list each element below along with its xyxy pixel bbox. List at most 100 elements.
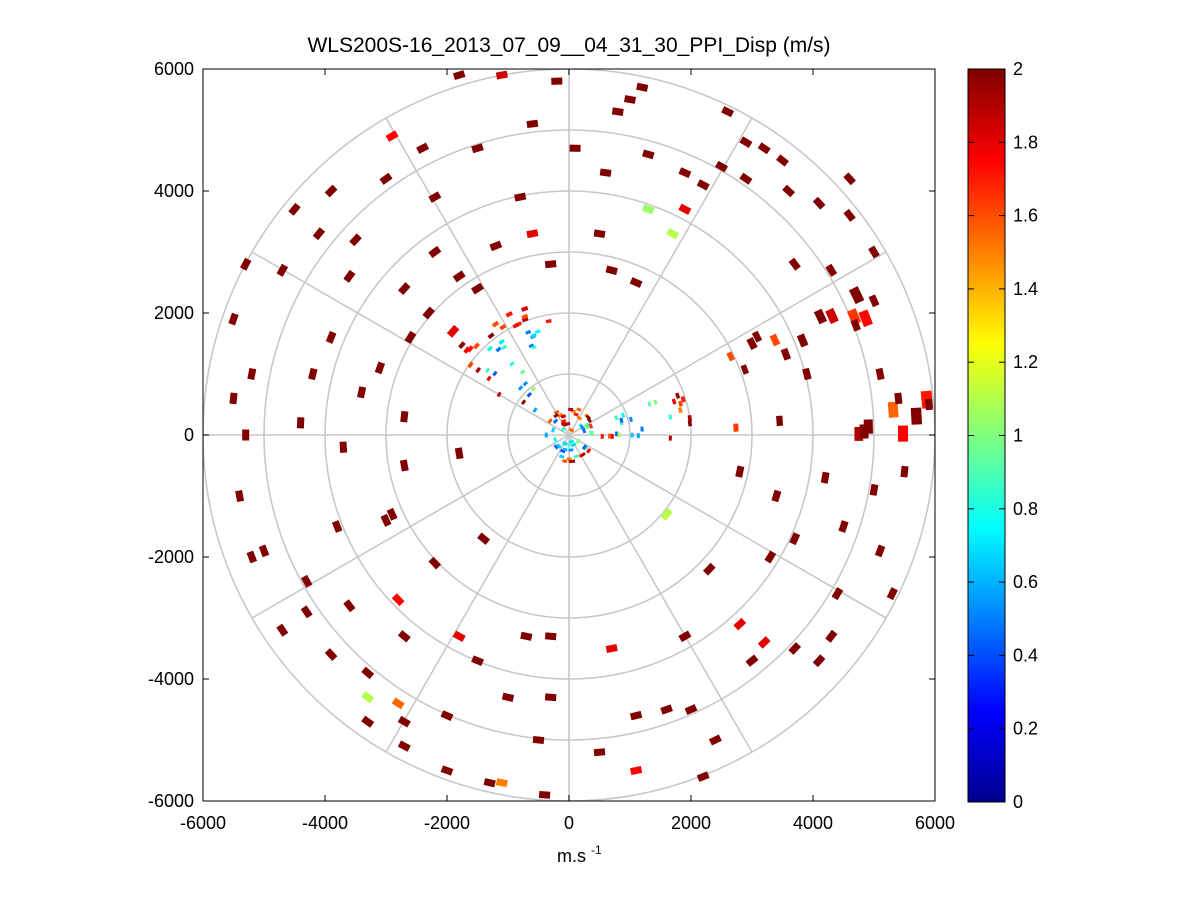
data-cell (675, 392, 681, 399)
data-cell (771, 489, 782, 503)
data-cell (343, 599, 356, 613)
data-cell (399, 459, 409, 472)
colorbar-tick-label: 1 (1013, 426, 1023, 446)
data-cell (678, 167, 692, 179)
polar-ring (324, 190, 814, 680)
data-cell (288, 202, 301, 216)
data-cell (668, 414, 673, 420)
data-cell (757, 142, 771, 155)
data-cell (780, 347, 792, 361)
data-cell (640, 426, 644, 432)
data-cell (614, 415, 619, 421)
data-cell (440, 710, 454, 722)
data-cell (897, 425, 909, 442)
data-cell (361, 666, 375, 680)
data-cell (530, 386, 537, 392)
data-cell (509, 361, 515, 367)
data-cell (825, 629, 838, 643)
data-cell (745, 654, 759, 667)
data-cell (825, 307, 839, 325)
colorbar (967, 68, 1006, 803)
data-cell (579, 424, 585, 430)
colorbar-tick-label: 0.8 (1013, 499, 1038, 519)
data-cell (696, 771, 710, 782)
data-cell (400, 410, 409, 423)
data-cell (379, 172, 393, 185)
data-cell (859, 424, 869, 439)
data-cell (300, 605, 313, 619)
x-tick-label: 0 (564, 813, 574, 833)
data-cell (475, 366, 482, 374)
data-cell (641, 204, 655, 215)
data-cell (446, 324, 460, 338)
data-cell (796, 333, 809, 348)
data-cell (769, 333, 781, 347)
data-cell (636, 433, 640, 439)
data-cell (454, 447, 464, 460)
data-cell (600, 433, 604, 439)
data-cell (229, 392, 238, 405)
data-cell (357, 386, 367, 399)
data-cell (525, 329, 532, 335)
data-cell (562, 459, 568, 463)
data-cell (746, 337, 758, 350)
data-cell (553, 444, 559, 450)
data-cell (380, 513, 392, 527)
x-tick-label: -2000 (424, 813, 470, 833)
data-cell (605, 643, 618, 654)
data-cell (247, 367, 257, 381)
data-cell (843, 208, 856, 222)
data-cell (825, 263, 838, 277)
data-cell (526, 119, 539, 129)
data-cell (440, 765, 454, 776)
data-cell (668, 435, 672, 441)
x-tick-label: 6000 (915, 813, 955, 833)
data-cell (900, 465, 909, 478)
data-cell (628, 416, 633, 423)
colorbar-tick-label: 1.6 (1013, 206, 1038, 226)
data-cell (782, 184, 796, 198)
data-cell (242, 429, 250, 441)
data-cell (532, 735, 545, 745)
data-cell (924, 398, 933, 411)
data-cell (520, 399, 527, 405)
data-cell (397, 740, 411, 752)
data-cell (721, 106, 735, 118)
data-cell (629, 277, 643, 288)
data-cell (726, 351, 736, 362)
data-cell (544, 693, 557, 702)
y-tick-label: 6000 (154, 59, 194, 79)
data-cell (562, 447, 568, 452)
data-cell (428, 556, 442, 570)
y-tick-label: 0 (184, 425, 194, 445)
data-cell (629, 710, 643, 721)
data-cell (875, 367, 885, 381)
data-cell (553, 409, 560, 415)
data-cell (714, 160, 729, 173)
data-cell (324, 184, 338, 198)
data-cell (687, 414, 693, 422)
data-cell (495, 778, 508, 788)
data-cell (398, 282, 411, 296)
colorbar-tick-label: 0.2 (1013, 719, 1038, 739)
data-cell (788, 642, 802, 655)
data-cell (526, 229, 539, 239)
data-cell (636, 82, 649, 92)
x-axis: -6000 -4000 -2000 0 2000 4000 6000 (180, 69, 955, 833)
data-cell (495, 346, 502, 353)
data-cell (593, 748, 606, 757)
data-cell (569, 144, 581, 152)
y-tick-label: 4000 (154, 181, 194, 201)
data-cell (472, 342, 481, 350)
data-cell (530, 333, 537, 338)
data-cell (495, 70, 508, 80)
data-cell (630, 765, 643, 776)
data-cell (789, 532, 801, 546)
colorbar-tick-label: 1.4 (1013, 279, 1038, 299)
data-cell (680, 396, 686, 403)
data-cell (684, 704, 698, 715)
data-cell (573, 454, 579, 459)
data-cell (611, 107, 624, 116)
data-cell (558, 454, 565, 459)
data-cell (573, 412, 579, 417)
